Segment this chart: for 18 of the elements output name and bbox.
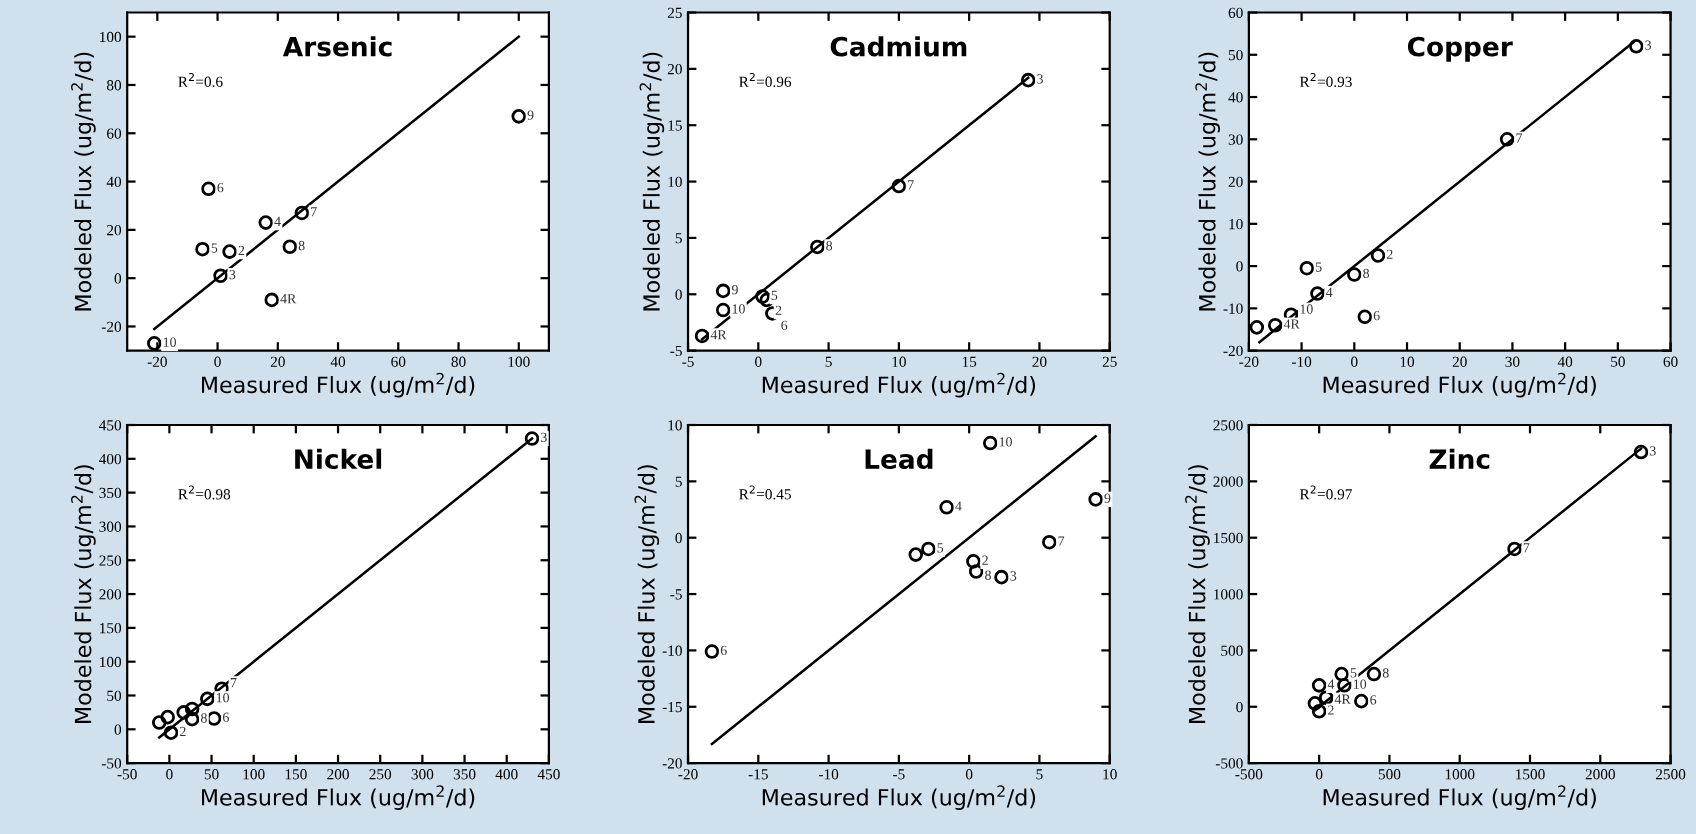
- y-axis-title: Modeled Flux (ug/m$^{2}$/d): [634, 465, 660, 723]
- text: Cadmium: [830, 36, 967, 57]
- text: Nickel: [295, 448, 382, 470]
- x-axis-title: Measured Flux (ug/m$^{2}$/d): [762, 372, 1036, 398]
- x-axis-title: Measured Flux (ug/m$^{2}$/d): [202, 785, 475, 810]
- y-axis-title: Modeled Flux (ug/m$^{2}$/d): [1195, 52, 1220, 311]
- y-axis-title: Modeled Flux (ug/m$^{2}$/d): [71, 465, 96, 723]
- x-axis-title: Measured Flux (ug/m$^{2}$/d): [762, 785, 1036, 810]
- y-axis-title: Modeled Flux (ug/m$^{2}$/d): [71, 52, 96, 311]
- y-axis-title: Modeled Flux (ug/m$^{2}$/d): [1185, 465, 1210, 723]
- text: Copper: [1407, 36, 1513, 62]
- x-axis-title: Measured Flux (ug/m$^{2}$/d): [202, 372, 475, 398]
- text: Zinc: [1429, 448, 1490, 470]
- text: Arsenic: [282, 36, 392, 57]
- x-axis-title: Measured Flux (ug/m$^{2}$/d): [1323, 785, 1596, 810]
- text: Lead: [865, 448, 933, 470]
- y-axis-title: Modeled Flux (ug/m$^{2}$/d): [639, 52, 665, 311]
- x-axis-title: Measured Flux (ug/m$^{2}$/d): [1323, 372, 1596, 398]
